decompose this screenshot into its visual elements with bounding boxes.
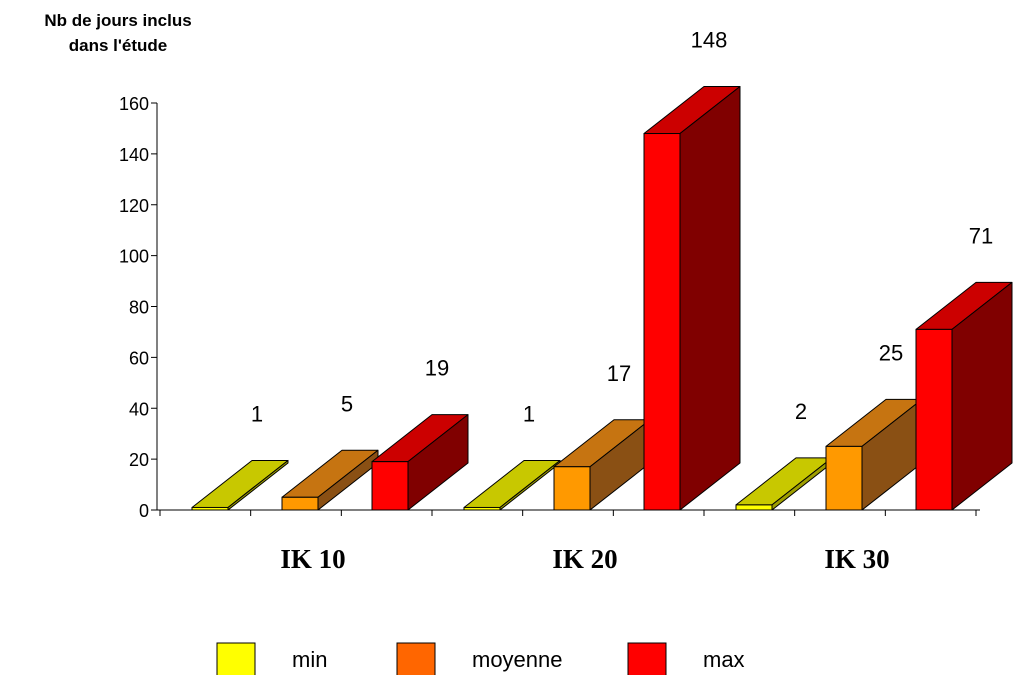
bar <box>553 466 591 511</box>
data-label: 5 <box>341 391 353 416</box>
y-tick-label: 20 <box>129 450 149 470</box>
bar <box>463 506 501 511</box>
category-label: IK 10 <box>280 544 345 574</box>
legend-swatch <box>627 642 667 675</box>
data-label: 1 <box>251 401 263 426</box>
bar <box>825 445 863 511</box>
category-label: IK 20 <box>552 544 617 574</box>
bar <box>371 461 409 511</box>
y-tick-label: 60 <box>129 348 149 368</box>
legend-label: max <box>703 647 745 672</box>
data-label: 17 <box>607 361 631 386</box>
data-label: 148 <box>691 28 728 53</box>
y-axis-title: Nb de jours inclus dans l'étude <box>0 8 236 58</box>
y-tick-label: 100 <box>119 247 149 267</box>
bar <box>735 504 773 511</box>
data-label: 25 <box>879 340 903 365</box>
y-tick-label: 140 <box>119 145 149 165</box>
y-axis-title-line-1: Nb de jours inclus <box>44 11 192 30</box>
category-label: IK 30 <box>824 544 889 574</box>
y-tick-label: 160 <box>119 94 149 114</box>
legend-label: moyenne <box>472 647 563 672</box>
legend-swatch <box>216 642 256 675</box>
data-label: 2 <box>795 399 807 424</box>
data-label: 71 <box>969 223 993 248</box>
y-tick-label: 40 <box>129 399 149 419</box>
y-tick-label: 120 <box>119 196 149 216</box>
data-label: 19 <box>425 356 449 381</box>
y-axis-title-line-2: dans l'étude <box>68 36 168 55</box>
y-tick-label: 0 <box>139 501 149 521</box>
bar <box>915 328 953 511</box>
legend-label: min <box>292 647 327 672</box>
data-label: 1 <box>523 401 535 426</box>
legend-swatch <box>396 642 436 675</box>
bar-side <box>679 86 741 511</box>
bar <box>643 133 681 511</box>
bar <box>191 506 229 511</box>
y-tick-label: 80 <box>129 298 149 318</box>
bar <box>281 496 319 511</box>
